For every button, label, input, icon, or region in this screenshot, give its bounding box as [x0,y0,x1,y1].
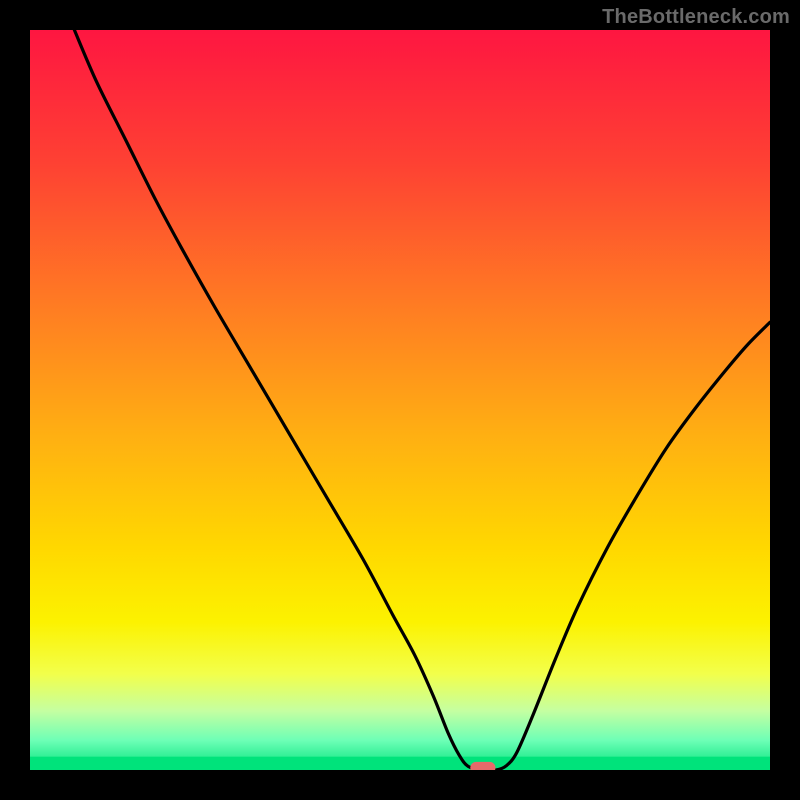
optimal-marker [470,762,495,770]
watermark-text: TheBottleneck.com [602,6,790,29]
bottom-green-band [30,757,770,770]
gradient-background [30,30,770,770]
bottleneck-chart [30,30,770,770]
